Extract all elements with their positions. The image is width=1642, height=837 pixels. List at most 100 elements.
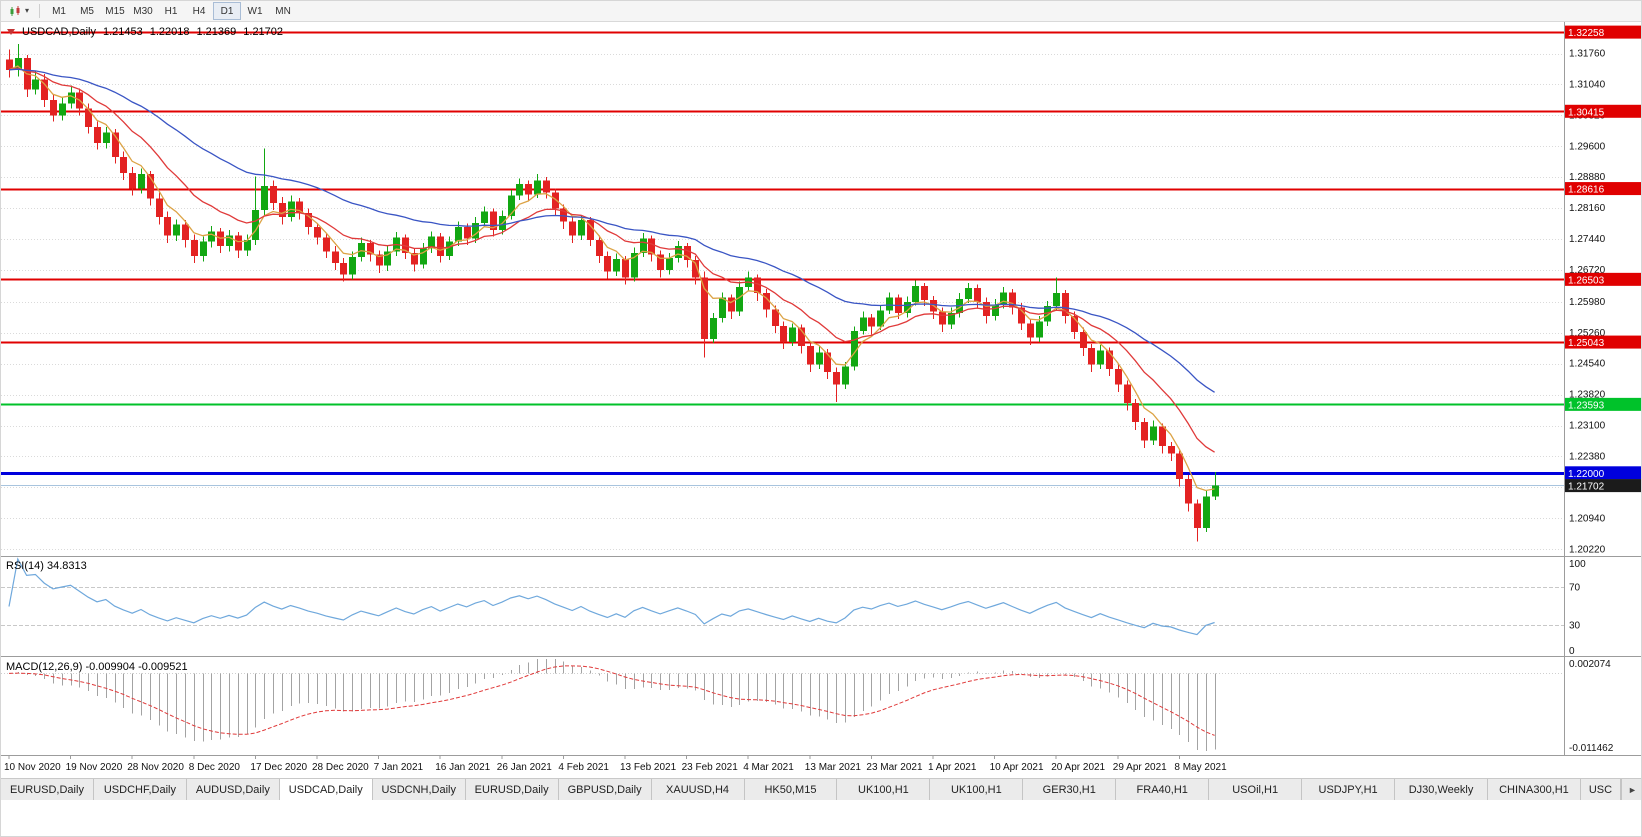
price-tag-1.28616: 1.28616 xyxy=(1565,182,1641,196)
chart-tab-HK50,M15[interactable]: HK50,M15 xyxy=(744,779,838,800)
chart-tab-USDCAD,Daily[interactable]: USDCAD,Daily xyxy=(279,779,373,800)
svg-text:29 Apr 2021: 29 Apr 2021 xyxy=(1113,762,1167,773)
macd-signal-line xyxy=(8,665,1215,736)
chart-tab-USDJPY,H1[interactable]: USDJPY,H1 xyxy=(1302,779,1396,800)
svg-text:4 Feb 2021: 4 Feb 2021 xyxy=(558,762,609,773)
svg-text:100: 100 xyxy=(1569,559,1586,570)
svg-text:1.31040: 1.31040 xyxy=(1569,79,1606,90)
svg-text:8 May 2021: 8 May 2021 xyxy=(1174,762,1227,773)
chart-tab-AUDUSD,Daily[interactable]: AUDUSD,Daily xyxy=(186,779,280,800)
price-tag-1.21702: 1.21702 xyxy=(1565,479,1641,493)
chart-tab-FRA40,H1[interactable]: FRA40,H1 xyxy=(1116,779,1210,800)
timeframe-button-h4[interactable]: H4 xyxy=(185,2,213,20)
svg-text:0: 0 xyxy=(1569,646,1575,657)
candles xyxy=(6,44,1219,542)
timeframe-button-mn[interactable]: MN xyxy=(269,2,297,20)
svg-text:26 Jan 2021: 26 Jan 2021 xyxy=(497,762,552,773)
macd-indicator-label: MACD(12,26,9) -0.009904 -0.009521 xyxy=(6,661,188,673)
chart-tab-UK100,H1[interactable]: UK100,H1 xyxy=(930,779,1024,800)
svg-text:30: 30 xyxy=(1569,621,1581,632)
chart-tab-USC[interactable]: USC xyxy=(1580,779,1621,800)
svg-text:10 Apr 2021: 10 Apr 2021 xyxy=(990,762,1044,773)
timeframe-buttons: M1 M5 M15 M30 H1 H4 D1 W1 MN xyxy=(45,2,297,20)
chart-tab-CHINA300,H1[interactable]: CHINA300,H1 xyxy=(1488,779,1581,800)
timeframe-button-m1[interactable]: M1 xyxy=(45,2,73,20)
rsi-level-lines xyxy=(1,587,1564,626)
chart-symbol-timeframe: USDCAD,Daily xyxy=(22,26,96,38)
svg-text:17 Dec 2020: 17 Dec 2020 xyxy=(250,762,307,773)
rsi-indicator-label: RSI(14) 34.8313 xyxy=(6,560,87,572)
timeframe-button-h1[interactable]: H1 xyxy=(157,2,185,20)
price-chart[interactable]: 1.317601.310401.303201.296001.288801.281… xyxy=(1,22,1642,778)
timeframe-button-m5[interactable]: M5 xyxy=(73,2,101,20)
svg-text:1.25260: 1.25260 xyxy=(1569,328,1606,339)
chart-tab-USDCHF,Daily[interactable]: USDCHF,Daily xyxy=(93,779,187,800)
price-grid xyxy=(1,54,1564,550)
tab-scroll-right-button[interactable]: ► xyxy=(1621,779,1641,800)
svg-text:8 Dec 2020: 8 Dec 2020 xyxy=(189,762,241,773)
chart-tab-UK100,H1[interactable]: UK100,H1 xyxy=(837,779,931,800)
timeframe-button-m30[interactable]: M30 xyxy=(129,2,157,20)
rsi-line xyxy=(8,557,1215,636)
chart-tab-DJ30,Weekly[interactable]: DJ30,Weekly xyxy=(1395,779,1488,800)
collapse-triangle-icon[interactable] xyxy=(7,29,15,35)
svg-text:0.002074: 0.002074 xyxy=(1569,659,1611,670)
timeframe-button-m15[interactable]: M15 xyxy=(101,2,129,20)
ohlc-open: 1.21453 xyxy=(102,26,143,38)
svg-text:23 Mar 2021: 23 Mar 2021 xyxy=(866,762,923,773)
svg-text:1.26503: 1.26503 xyxy=(1568,275,1605,286)
svg-text:1.23100: 1.23100 xyxy=(1569,421,1606,432)
svg-text:1.28880: 1.28880 xyxy=(1569,172,1606,183)
svg-text:10 Nov 2020: 10 Nov 2020 xyxy=(4,762,61,773)
svg-text:1.24540: 1.24540 xyxy=(1569,359,1606,370)
candlestick-chart-icon xyxy=(10,5,20,16)
price-tag-1.22000: 1.22000 xyxy=(1565,466,1641,480)
svg-text:1.20220: 1.20220 xyxy=(1569,544,1606,555)
chart-window-button[interactable]: ▾ xyxy=(4,1,34,21)
chart-tabs: EURUSD,Daily USDCHF,Daily AUDUSD,Daily USDC… xyxy=(1,779,1621,800)
svg-text:7 Jan 2021: 7 Jan 2021 xyxy=(374,762,424,773)
svg-text:1.22380: 1.22380 xyxy=(1569,451,1606,462)
support-resistance-lines[interactable] xyxy=(1,31,1564,475)
svg-text:1.28160: 1.28160 xyxy=(1569,203,1606,214)
svg-text:28 Nov 2020: 28 Nov 2020 xyxy=(127,762,184,773)
macd-histogram xyxy=(18,659,1216,752)
svg-text:1.25043: 1.25043 xyxy=(1568,338,1605,349)
mid-ma-line xyxy=(8,67,1215,453)
price-tag-1.30415: 1.30415 xyxy=(1565,104,1641,118)
timeframe-button-w1[interactable]: W1 xyxy=(241,2,269,20)
chart-tab-GBPUSD,Daily[interactable]: GBPUSD,Daily xyxy=(558,779,652,800)
chart-tab-EURUSD,Daily[interactable]: EURUSD,Daily xyxy=(465,779,559,800)
svg-text:1.28616: 1.28616 xyxy=(1568,185,1605,196)
dropdown-caret-icon: ▾ xyxy=(25,6,30,15)
time-axis[interactable]: 10 Nov 2020 19 Nov 2020 28 Nov 2020 8 Dec 2… xyxy=(4,755,1227,773)
svg-text:70: 70 xyxy=(1569,583,1581,594)
svg-text:23 Feb 2021: 23 Feb 2021 xyxy=(682,762,739,773)
toolbar-separator xyxy=(39,4,41,18)
price-tag-1.23593: 1.23593 xyxy=(1565,397,1641,411)
timeframe-button-d1[interactable]: D1 xyxy=(213,2,242,20)
svg-text:1.26720: 1.26720 xyxy=(1569,265,1606,276)
price-tag-1.25043: 1.25043 xyxy=(1565,335,1641,349)
svg-text:-0.011462: -0.011462 xyxy=(1569,743,1614,754)
svg-text:1.22000: 1.22000 xyxy=(1568,469,1605,480)
svg-text:28 Dec 2020: 28 Dec 2020 xyxy=(312,762,369,773)
ohlc-high: 1.22018 xyxy=(149,26,190,38)
chart-tab-USOil,H1[interactable]: USOil,H1 xyxy=(1209,779,1303,800)
chart-tab-GER30,H1[interactable]: GER30,H1 xyxy=(1023,779,1117,800)
svg-text:13 Feb 2021: 13 Feb 2021 xyxy=(620,762,677,773)
chart-tab-XAUUSD,H4[interactable]: XAUUSD,H4 xyxy=(651,779,745,800)
svg-text:1.20940: 1.20940 xyxy=(1569,513,1606,524)
timeframe-toolbar: ▾ M1 M5 M15 M30 H1 H4 D1 W1 MN xyxy=(1,1,1641,22)
svg-text:20 Apr 2021: 20 Apr 2021 xyxy=(1051,762,1105,773)
svg-text:1 Apr 2021: 1 Apr 2021 xyxy=(928,762,977,773)
svg-text:1.29600: 1.29600 xyxy=(1569,141,1606,152)
svg-text:1.30415: 1.30415 xyxy=(1568,107,1605,118)
chart-tab-USDCNH,Daily[interactable]: USDCNH,Daily xyxy=(372,779,466,800)
chart-tab-EURUSD,Daily[interactable]: EURUSD,Daily xyxy=(1,779,94,800)
svg-text:1.25980: 1.25980 xyxy=(1569,297,1606,308)
price-tag-1.26503: 1.26503 xyxy=(1565,272,1641,286)
svg-text:1.23820: 1.23820 xyxy=(1569,390,1606,401)
svg-text:13 Mar 2021: 13 Mar 2021 xyxy=(805,762,862,773)
